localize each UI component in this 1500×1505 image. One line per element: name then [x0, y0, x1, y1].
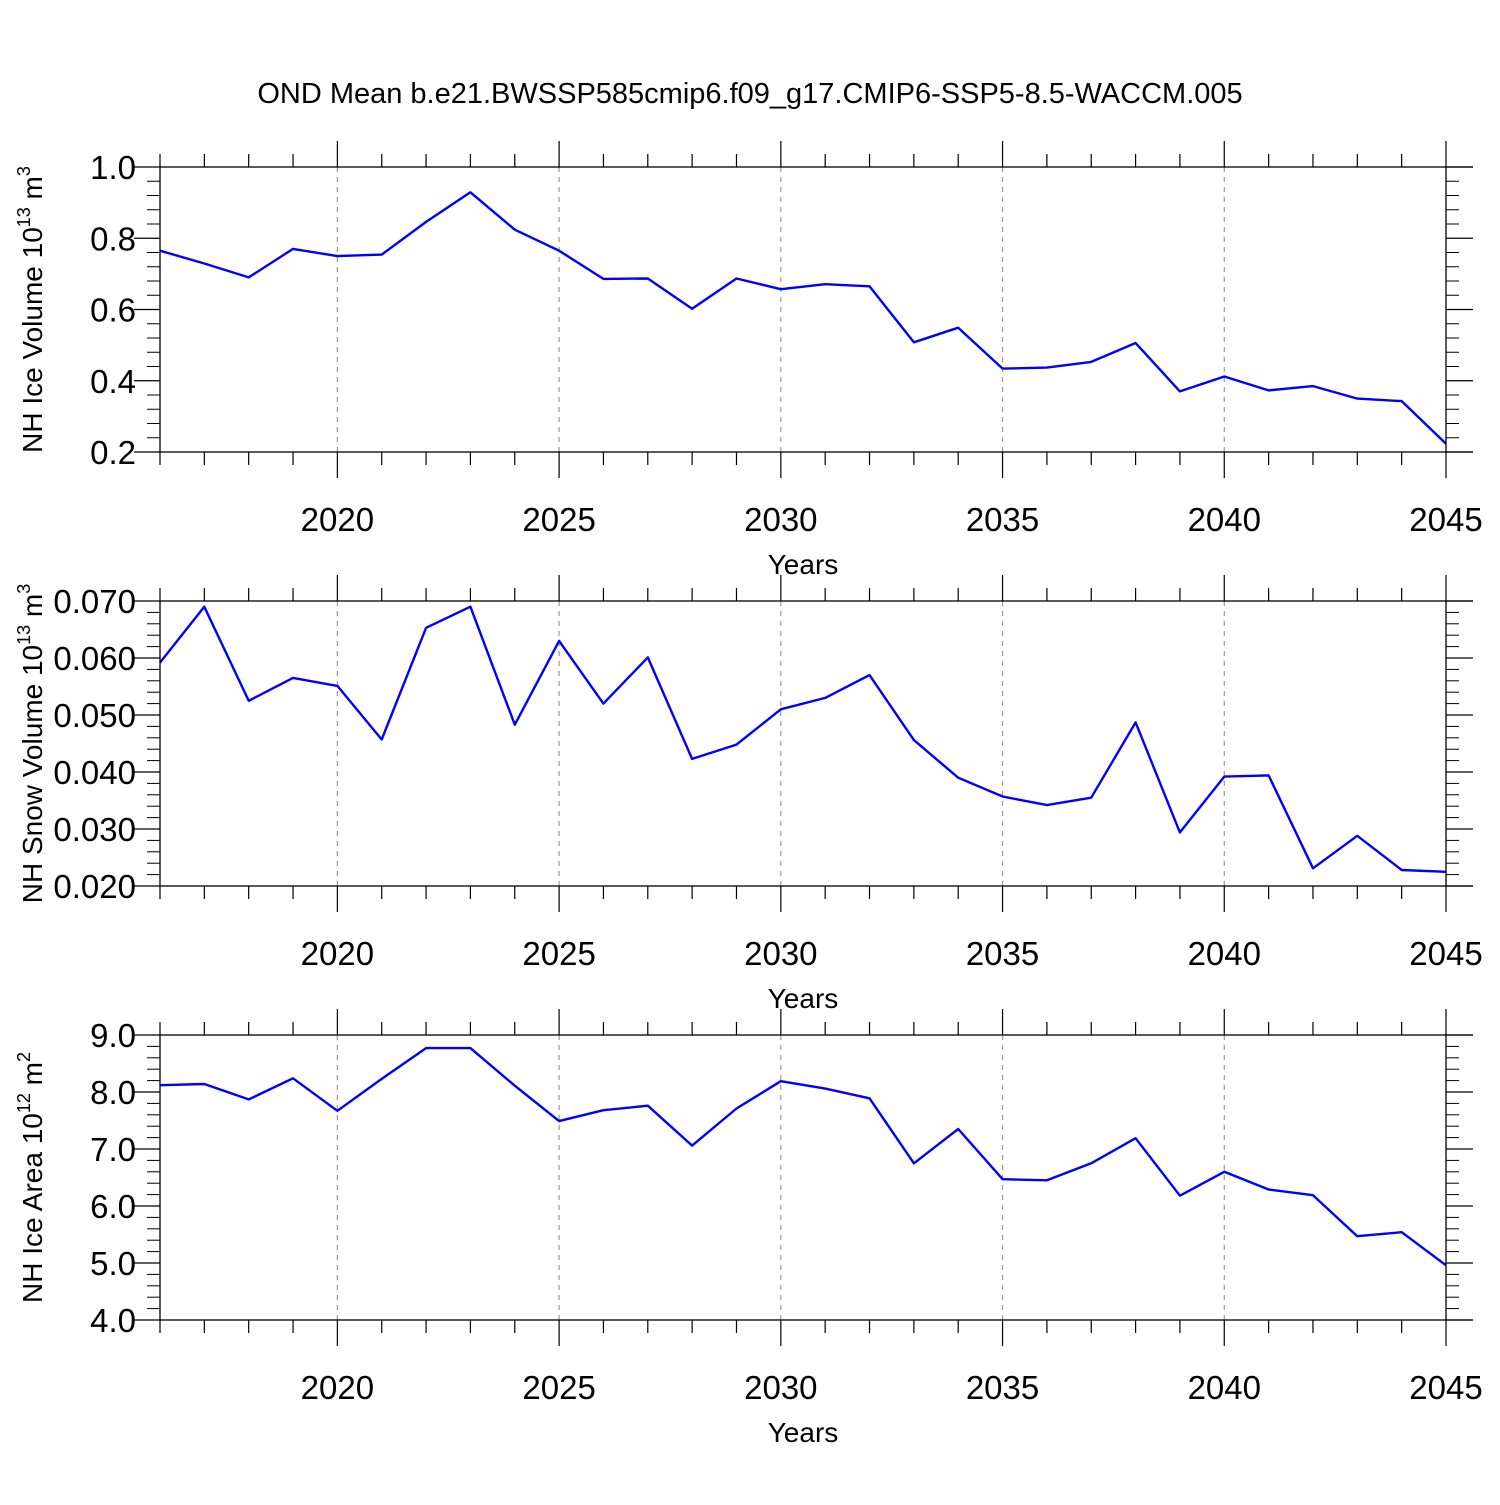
y-tick-label: 0.070 — [53, 583, 136, 620]
x-tick-label: 2030 — [744, 501, 817, 538]
x-tick-label: 2045 — [1409, 1369, 1482, 1406]
x-tick-label: 2040 — [1188, 501, 1261, 538]
chart-title: OND Mean b.e21.BWSSP585cmip6.f09_g17.CMI… — [257, 78, 1242, 110]
tick-labels: 0.2 0.4 0.6 0.8 1.0 2020 2025 2030 2035 2040 2045 — [90, 149, 1483, 538]
x-axis-title: Years — [768, 549, 839, 580]
plot-frame — [159, 1034, 1447, 1321]
y-axis-title: NH Ice Volume 1013 m3 — [14, 166, 48, 453]
grid-lines — [336, 167, 1225, 452]
y-axis-title-unit: m — [17, 1062, 48, 1093]
y-tick-label: 0.040 — [53, 754, 136, 791]
y-tick-label: 0.060 — [53, 640, 136, 677]
y-axis-title-unit-exponent: 3 — [14, 166, 34, 176]
y-tick-label: 9.0 — [90, 1017, 136, 1054]
y-tick-label: 0.8 — [90, 220, 136, 257]
y-tick-label: 0.020 — [53, 868, 136, 905]
plot-frame — [159, 166, 1447, 453]
y-axis-title: NH Ice Area 1012 m2 — [14, 1052, 48, 1303]
y-tick-label: 0.2 — [90, 434, 136, 471]
x-tick-label: 2030 — [744, 935, 817, 972]
x-axis-title: Years — [768, 983, 839, 1014]
y-axis-title: NH Snow Volume 1013 m3 — [14, 584, 48, 904]
series-line-ice-area — [159, 1046, 1447, 1267]
x-tick-label: 2040 — [1188, 1369, 1261, 1406]
x-tick-label: 2035 — [966, 1369, 1039, 1406]
y-axis-title-unit: m — [17, 594, 48, 625]
panel-snow-volume: 0.020 0.030 0.040 0.050 0.060 0.070 2020 2025 20… — [14, 575, 1483, 1014]
series-line-ice-volume — [159, 191, 1447, 445]
x-tick-label: 2040 — [1188, 935, 1261, 972]
y-axis-title-main: NH Ice Area 10 — [17, 1113, 48, 1303]
y-axis-title-exponent: 13 — [14, 207, 34, 227]
y-tick-label: 0.050 — [53, 697, 136, 734]
x-tick-label: 2020 — [301, 1369, 374, 1406]
y-axis-title-unit-exponent: 2 — [14, 1052, 34, 1062]
y-axis-title-unit: m — [17, 176, 48, 207]
x-tick-label: 2025 — [522, 501, 595, 538]
y-tick-label: 0.6 — [90, 292, 136, 329]
panel-ice-area: 4.0 5.0 6.0 7.0 8.0 9.0 2020 2025 2030 2035 2040 20… — [14, 1009, 1483, 1448]
tick-labels: 4.0 5.0 6.0 7.0 8.0 9.0 2020 2025 2030 2035 2040 20… — [90, 1017, 1483, 1406]
y-tick-label: 0.030 — [53, 811, 136, 848]
plot-frame — [159, 600, 1447, 887]
y-tick-label: 1.0 — [90, 149, 136, 186]
y-tick-label: 6.0 — [90, 1188, 136, 1225]
x-tick-label: 2020 — [301, 501, 374, 538]
tick-marks — [134, 1009, 1473, 1346]
y-axis-title-exponent: 13 — [14, 625, 34, 645]
tick-labels: 0.020 0.030 0.040 0.050 0.060 0.070 2020 2025 20… — [53, 583, 1482, 972]
y-axis-title-unit-exponent: 3 — [14, 584, 34, 594]
x-tick-label: 2045 — [1409, 501, 1482, 538]
tick-marks — [134, 575, 1473, 912]
y-tick-label: 5.0 — [90, 1245, 136, 1282]
y-tick-label: 4.0 — [90, 1302, 136, 1339]
y-axis-title-exponent: 12 — [14, 1093, 34, 1113]
y-axis-title-main: NH Ice Volume 10 — [17, 227, 48, 453]
x-tick-label: 2025 — [522, 935, 595, 972]
x-tick-label: 2035 — [966, 935, 1039, 972]
y-tick-label: 0.4 — [90, 363, 136, 400]
y-axis-title-main: NH Snow Volume 10 — [17, 645, 48, 903]
series-line-snow-volume — [159, 605, 1447, 873]
tick-marks — [134, 141, 1473, 478]
x-tick-label: 2030 — [744, 1369, 817, 1406]
y-tick-label: 7.0 — [90, 1131, 136, 1168]
grid-lines — [336, 601, 1225, 886]
x-tick-label: 2045 — [1409, 935, 1482, 972]
x-axis-title: Years — [768, 1417, 839, 1448]
x-tick-label: 2020 — [301, 935, 374, 972]
x-tick-label: 2035 — [966, 501, 1039, 538]
x-tick-label: 2025 — [522, 1369, 595, 1406]
y-tick-label: 8.0 — [90, 1074, 136, 1111]
